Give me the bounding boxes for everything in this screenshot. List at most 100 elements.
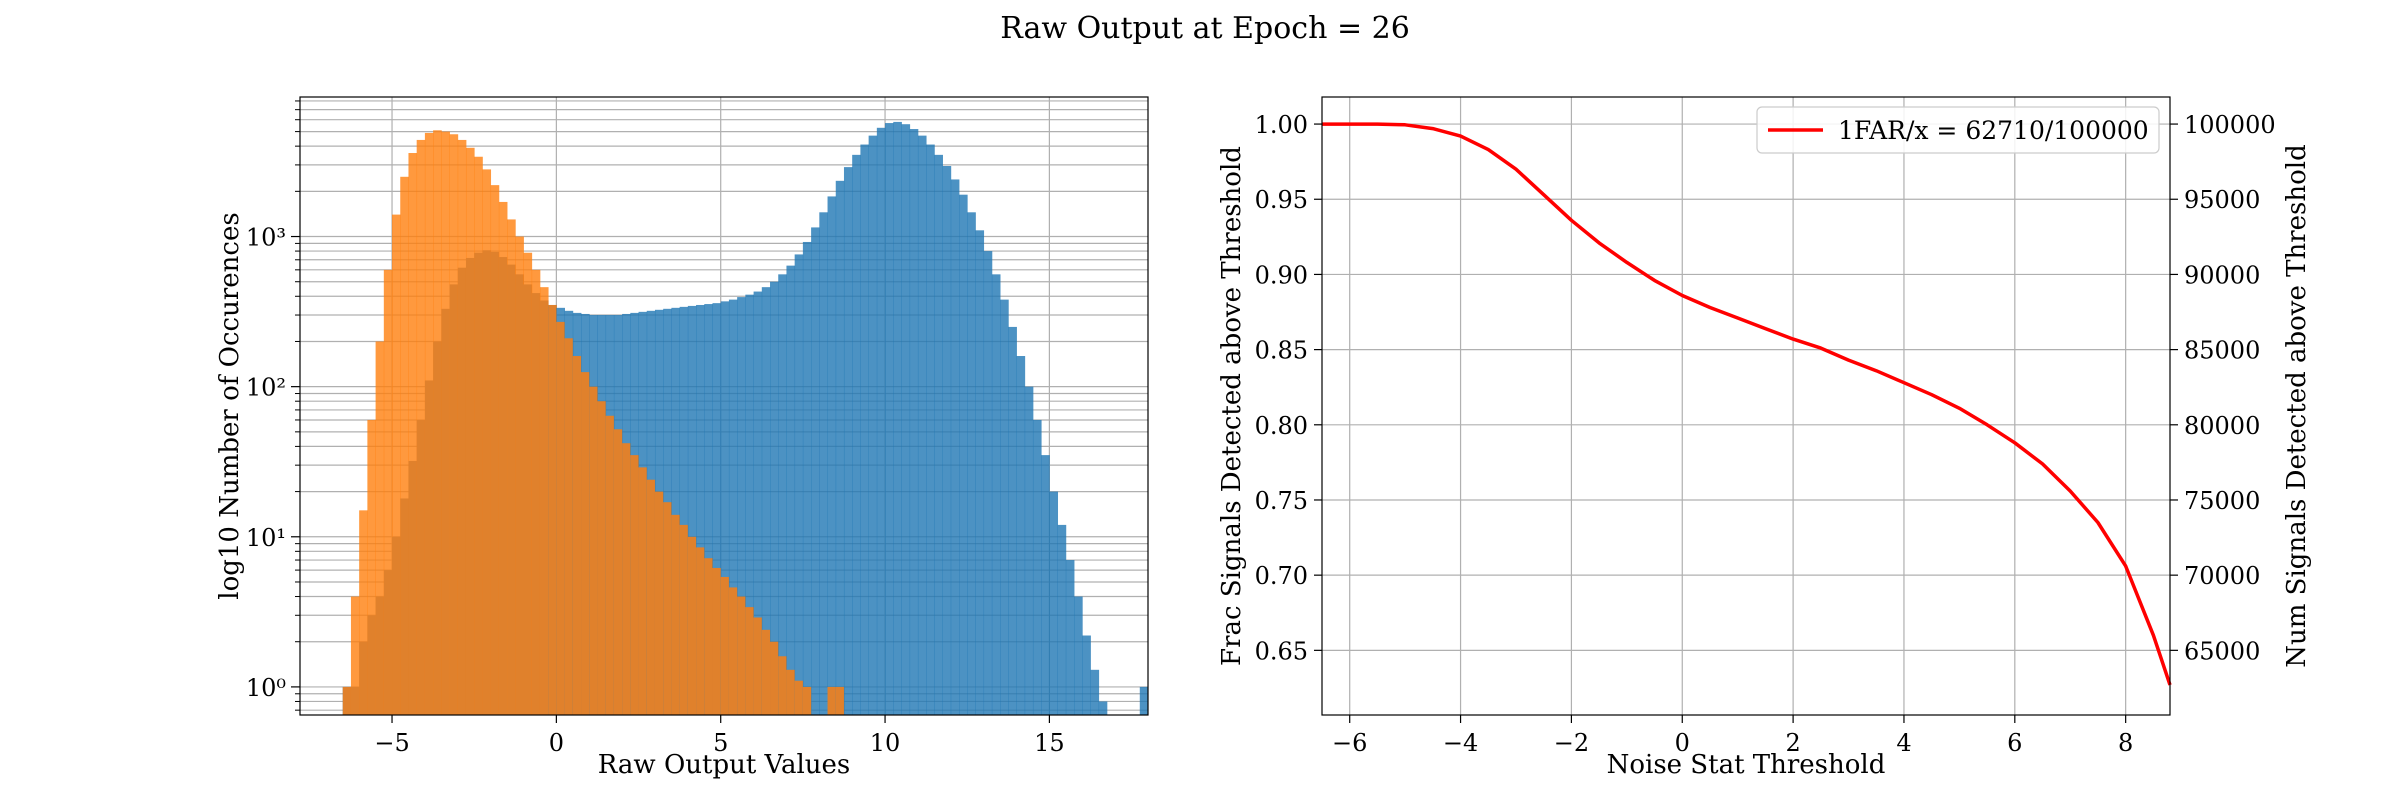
histogram-bar <box>687 305 697 715</box>
histogram-bar <box>901 124 911 716</box>
histogram-bar-overlap <box>441 308 450 715</box>
detection-x-ticks: −6 −4 −2 0 2 4 6 8 <box>1332 715 2133 757</box>
legend-box <box>1756 106 2160 154</box>
histogram-bar-overlap <box>531 293 541 715</box>
legend-entry: 1FAR/x = 62710/100000 <box>1838 116 2149 145</box>
histogram-bar <box>1000 299 1009 715</box>
histogram-bar <box>400 176 409 716</box>
histogram-bar-overlap <box>342 686 352 715</box>
histogram-bar-overlap <box>392 536 401 715</box>
histogram-bar <box>1041 455 1050 715</box>
histogram-y-tick-label: 10² <box>246 374 286 402</box>
histogram-bar-overlap <box>375 596 385 715</box>
detection-axes-frame <box>1321 96 2171 716</box>
histogram-bar <box>1090 669 1100 715</box>
histogram-bar <box>712 303 722 715</box>
histogram-bar <box>728 299 738 715</box>
histogram-bar-overlap <box>433 341 442 715</box>
histogram-bar <box>802 241 812 715</box>
histogram-bar-overlap <box>589 386 598 715</box>
histogram-bars <box>342 121 1149 716</box>
histogram-x-tick-label: 10 <box>870 729 901 757</box>
histogram-bar-overlap <box>745 607 754 715</box>
detection-right-y-tick-label: 70000 <box>2184 562 2260 590</box>
detection-y-tick-label: 0.75 <box>1255 487 1308 515</box>
histogram-bar-overlap <box>761 629 771 715</box>
histogram-bar-overlap <box>802 686 812 715</box>
histogram-bar-overlap <box>490 251 500 716</box>
histogram-bar <box>367 419 376 715</box>
histogram-bar <box>1008 326 1017 715</box>
histogram-bar-overlap <box>786 669 796 715</box>
histogram-bar-overlap <box>572 356 582 715</box>
detection-x-tick-label: 8 <box>2118 729 2133 757</box>
histogram-bar-overlap <box>556 321 565 715</box>
histogram-bar <box>786 265 796 715</box>
histogram-bar-overlap <box>498 257 508 715</box>
detection-x-label: Noise Stat Threshold <box>1607 750 1886 780</box>
detection-x-tick-label: 0 <box>1675 729 1690 757</box>
histogram-bar-overlap <box>400 498 409 715</box>
histogram-x-tick-label: 5 <box>713 729 728 757</box>
detection-x-tick-label: −6 <box>1332 729 1367 757</box>
histogram-bar-overlap <box>383 570 393 715</box>
histogram-bar-overlap <box>507 264 516 715</box>
detection-y-tick-label: 0.80 <box>1255 412 1308 440</box>
detection-y-label: Frac Signals Detected above Threshold <box>1217 146 1247 666</box>
histogram-bar <box>942 165 952 716</box>
detection-right-y-tick-label: 65000 <box>2184 637 2260 665</box>
histogram-bar-overlap <box>737 596 746 715</box>
histogram-bar-overlap <box>465 257 475 715</box>
histogram-bar <box>852 154 861 716</box>
histogram-bar-overlap <box>712 567 722 715</box>
histogram-bar <box>671 307 681 715</box>
histogram-bar <box>827 196 837 716</box>
detection-right-y-tick-label: 75000 <box>2184 487 2260 515</box>
histogram-bar <box>934 154 943 716</box>
histogram-bar <box>1065 560 1075 715</box>
histogram-bar <box>350 596 360 715</box>
histogram-bar <box>679 306 689 715</box>
histogram-bar <box>408 153 418 716</box>
histogram-x-tick-label: 15 <box>1034 729 1065 757</box>
histogram-bar <box>753 291 763 715</box>
detection-grid <box>1322 97 2170 715</box>
detection-y-tick-label: 0.90 <box>1255 261 1308 289</box>
histogram-bar <box>383 269 393 715</box>
histogram-bar-overlap <box>646 479 656 715</box>
detection-x-tick-label: 6 <box>2007 729 2022 757</box>
detection-y-tick-label: 0.70 <box>1255 562 1308 590</box>
histogram-bar-overlap <box>605 415 615 715</box>
histogram-y-label: log10 Number of Occurences <box>215 212 245 599</box>
histogram-y-ticks: 10⁰ 10¹ 10² 10³ <box>246 100 300 711</box>
histogram-bar <box>893 121 902 715</box>
histogram-axes-frame <box>299 96 1149 716</box>
detection-x-tick-label: −4 <box>1443 729 1478 757</box>
detection-right-y-ticks: 65000 70000 75000 80000 85000 90000 95000 10000… <box>2170 111 2276 665</box>
histogram-bar <box>983 251 993 716</box>
histogram-bar-overlap <box>367 615 376 715</box>
detection-y-tick-label: 0.85 <box>1255 337 1308 365</box>
histogram-bar <box>1016 356 1026 715</box>
histogram-bar <box>1049 491 1059 715</box>
histogram-y-tick-label: 10¹ <box>246 524 286 552</box>
histogram-bar-overlap <box>630 455 639 715</box>
histogram-bar-overlap <box>770 641 779 715</box>
histogram-bar-overlap <box>638 467 648 715</box>
detection-right-y-tick-label: 90000 <box>2184 261 2260 289</box>
histogram-bar-overlap <box>778 656 787 715</box>
histogram-bar-overlap <box>622 443 631 715</box>
histogram-bar-overlap <box>704 558 713 715</box>
histogram-bar-overlap <box>424 380 434 715</box>
histogram-bar <box>868 135 878 715</box>
histogram-bar-overlap <box>827 686 837 715</box>
histogram-y-tick-label: 10³ <box>246 224 286 252</box>
detection-right-y-tick-label: 100000 <box>2184 111 2276 139</box>
histogram-bar <box>1024 386 1034 715</box>
histogram-x-ticks: −5 0 5 10 15 <box>374 715 1065 757</box>
histogram-bar <box>1074 596 1083 715</box>
histogram-bar-overlap <box>597 401 607 715</box>
histogram-bar-overlap <box>696 547 705 715</box>
histogram-bar-overlap <box>482 250 492 715</box>
